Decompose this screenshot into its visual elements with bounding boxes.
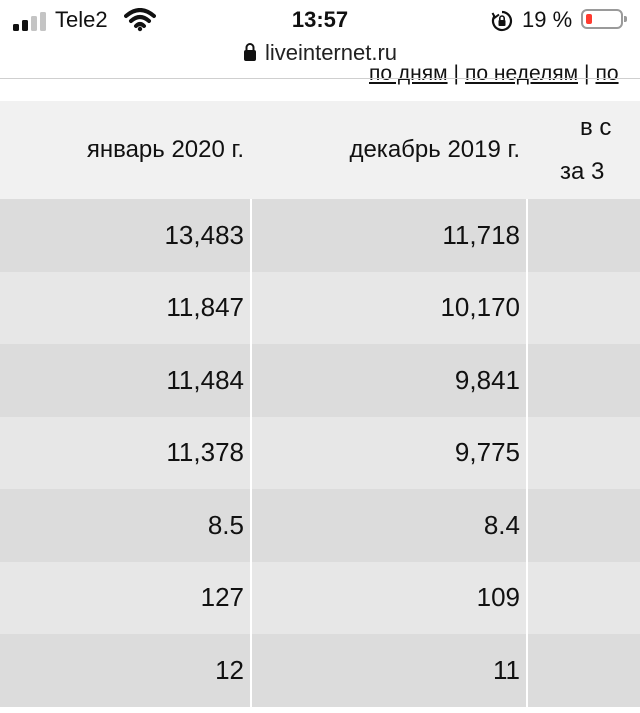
table-cell: 10,170 [252, 271, 526, 344]
battery-percent: 19 % [522, 7, 573, 32]
table-row: 127 109 [0, 561, 640, 634]
column-header-third-line2: за 3 [560, 158, 605, 185]
column-header-third-line1: в с [580, 114, 612, 141]
table-cell [528, 416, 640, 489]
stats-table: январь 2020 г. декабрь 2019 г. в с за 3 … [0, 101, 640, 707]
link-by-weeks[interactable]: по неделям [465, 62, 579, 85]
table-cell [528, 561, 640, 634]
table-cell: 9,775 [252, 416, 526, 489]
table-cell: 11,378 [0, 416, 250, 489]
status-bar: Tele2 13:57 19 % [0, 0, 640, 40]
header-divider [0, 78, 640, 79]
table-cell: 11,847 [0, 271, 250, 344]
padlock-icon [243, 43, 256, 61]
table-cell: 9,841 [252, 344, 526, 417]
battery-level [586, 14, 592, 24]
cellular-signal-icon [13, 11, 47, 31]
table-cell [528, 634, 640, 707]
table-cell: 8.5 [0, 489, 250, 562]
table-cell: 11 [252, 634, 526, 707]
table-cell: 127 [0, 561, 250, 634]
table-body: 13,483 11,718 11,847 10,170 11,484 9,841 11,37… [0, 199, 640, 707]
table-header: январь 2020 г. декабрь 2019 г. в с за 3 [0, 101, 640, 199]
table-row: 8.5 8.4 [0, 489, 640, 562]
carrier-name: Tele2 [55, 7, 108, 32]
table-cell: 13,483 [0, 199, 250, 272]
table-row: 11,484 9,841 [0, 344, 640, 417]
table-cell: 8.4 [252, 489, 526, 562]
table-cell [528, 344, 640, 417]
address-bar[interactable]: liveinternet.ru [0, 40, 640, 70]
period-links: по дням | по неделям | по [369, 62, 619, 85]
table-cell [528, 271, 640, 344]
table-row: 12 11 [0, 634, 640, 707]
link-by-days[interactable]: по дням [369, 62, 448, 85]
column-header-third: в с за 3 [528, 101, 640, 199]
url-text: liveinternet.ru [264, 40, 398, 65]
table-cell [528, 199, 640, 272]
battery-icon [581, 9, 627, 29]
table-cell: 11,718 [252, 199, 526, 272]
wifi-icon [124, 8, 156, 32]
column-header-january-2020: январь 2020 г. [86, 136, 244, 163]
rotation-lock-icon [491, 10, 513, 32]
clock: 13:57 [291, 7, 349, 32]
table-cell: 11,484 [0, 344, 250, 417]
table-row: 11,378 9,775 [0, 416, 640, 489]
table-cell: 12 [0, 634, 250, 707]
column-header-december-2019: декабрь 2019 г. [349, 136, 520, 163]
table-cell: 109 [252, 561, 526, 634]
table-row: 13,483 11,718 [0, 199, 640, 272]
table-row: 11,847 10,170 [0, 271, 640, 344]
link-more[interactable]: по [595, 62, 619, 85]
table-cell [528, 489, 640, 562]
